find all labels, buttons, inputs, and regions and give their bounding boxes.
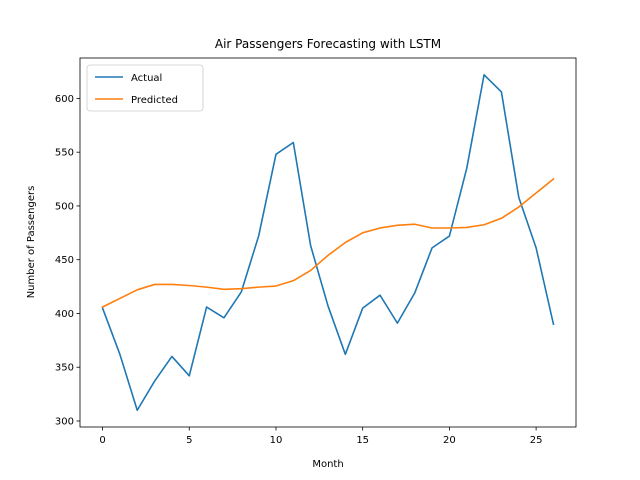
y-tick-label: 550	[55, 148, 74, 159]
chart-title: Air Passengers Forecasting with LSTM	[215, 37, 441, 51]
legend: Actual Predicted	[86, 64, 204, 112]
x-tick-label: 20	[443, 435, 456, 446]
x-tick-label: 25	[530, 435, 543, 446]
y-tick-label: 500	[55, 201, 74, 212]
x-tick-label: 0	[99, 435, 105, 446]
x-tick-label: 15	[356, 435, 369, 446]
y-tick-label: 400	[55, 309, 74, 320]
axes-frame	[79, 57, 577, 428]
x-tick-label: 5	[186, 435, 192, 446]
y-tick-label: 600	[55, 94, 74, 105]
x-tick-label: 10	[270, 435, 283, 446]
y-tick-label: 300	[55, 416, 74, 427]
y-tick-label: 350	[55, 363, 74, 374]
y-axis-label: Number of Passengers	[26, 186, 37, 299]
plot-area: 0 5 10 15 20 25 300 350 400 450 500 550 600	[55, 57, 577, 446]
series-line-actual	[101, 73, 555, 412]
y-tick-label: 450	[55, 255, 74, 266]
legend-label-predicted: Predicted	[131, 95, 178, 106]
series-line-predicted	[101, 177, 555, 309]
x-axis-label: Month	[312, 459, 343, 470]
legend-label-actual: Actual	[131, 73, 162, 84]
